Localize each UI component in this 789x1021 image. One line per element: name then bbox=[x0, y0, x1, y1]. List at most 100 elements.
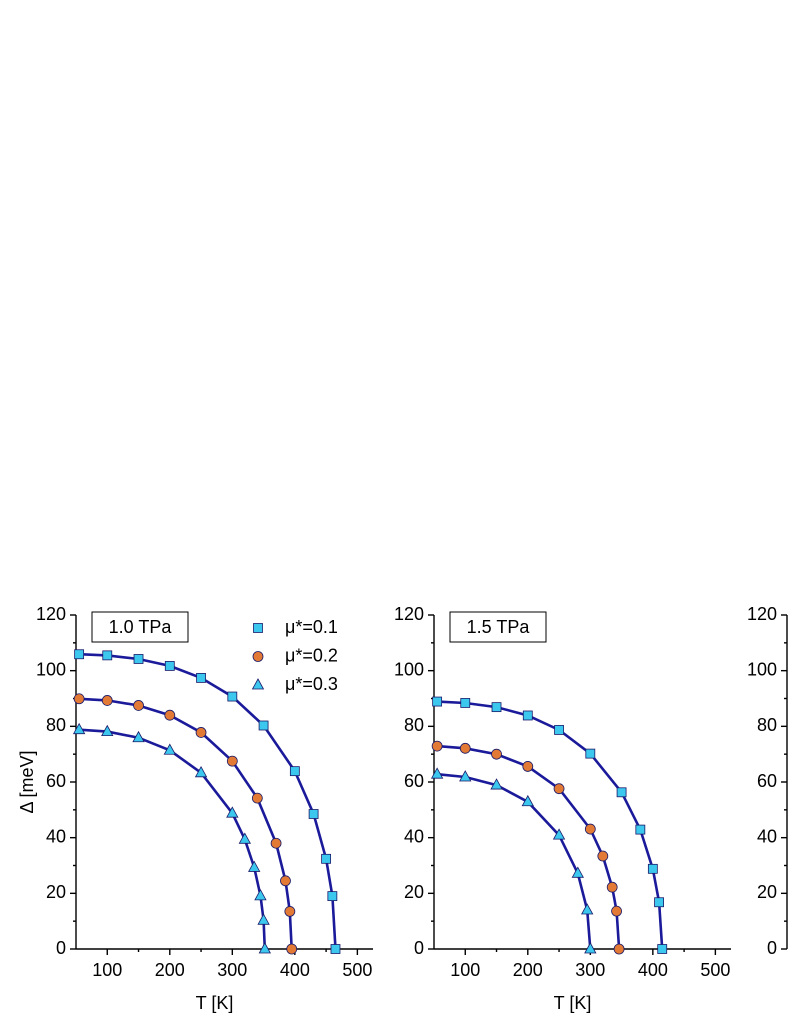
triangle-marker bbox=[226, 806, 239, 818]
annotation: 1.0 TPa bbox=[109, 617, 173, 637]
legend-label: μ*=0.3 bbox=[285, 674, 338, 694]
triangle-marker bbox=[581, 903, 594, 915]
circle-marker bbox=[73, 693, 85, 705]
square-marker bbox=[647, 863, 658, 874]
square-marker bbox=[258, 720, 269, 731]
circle-marker bbox=[195, 727, 207, 738]
legend-marker bbox=[251, 678, 265, 690]
y-tick-label: 80 bbox=[757, 715, 777, 735]
triangle-marker bbox=[257, 913, 270, 925]
legend-marker bbox=[252, 651, 264, 662]
triangle-marker bbox=[571, 866, 584, 878]
y-tick-label: 100 bbox=[36, 659, 66, 679]
circle-marker bbox=[431, 740, 443, 752]
square-marker bbox=[616, 787, 627, 798]
triangle-marker bbox=[258, 942, 272, 954]
y-tick-label: 20 bbox=[404, 882, 424, 902]
triangle-marker bbox=[72, 722, 86, 735]
circle-marker bbox=[101, 695, 113, 706]
y-tick-label: 0 bbox=[414, 938, 424, 958]
circle-marker bbox=[522, 761, 534, 772]
triangle-marker bbox=[521, 794, 534, 807]
circle-marker bbox=[606, 881, 618, 893]
annotation: 1.5 TPa bbox=[467, 617, 531, 637]
circle-marker bbox=[584, 823, 596, 835]
square-marker bbox=[432, 696, 443, 707]
circle-marker bbox=[613, 943, 625, 955]
annotation-box bbox=[449, 611, 547, 643]
y-tick-label: 0 bbox=[56, 938, 66, 958]
y-tick-label: 0 bbox=[767, 938, 777, 958]
legend-label: μ*=0.1 bbox=[285, 617, 338, 637]
fit-line bbox=[79, 697, 293, 950]
circle-marker bbox=[133, 700, 144, 711]
triangle-marker bbox=[490, 778, 503, 790]
square-marker bbox=[657, 944, 668, 954]
circle-marker bbox=[611, 905, 622, 917]
square-marker bbox=[74, 649, 85, 660]
triangle-marker bbox=[194, 765, 208, 778]
x-axis-label: T [K] bbox=[196, 993, 234, 1013]
square-marker bbox=[196, 673, 206, 683]
x-tick-label: 300 bbox=[575, 960, 605, 980]
triangle-marker bbox=[248, 860, 261, 872]
fit-line bbox=[436, 744, 621, 950]
square-marker bbox=[460, 698, 471, 708]
square-marker bbox=[327, 891, 338, 902]
x-tick-label: 400 bbox=[280, 960, 310, 980]
legend-marker bbox=[253, 623, 263, 633]
y-tick-label: 60 bbox=[46, 771, 66, 791]
y-tick-label: 120 bbox=[36, 604, 66, 624]
fit-line bbox=[79, 652, 337, 950]
circle-marker bbox=[226, 755, 238, 767]
square-marker bbox=[585, 748, 596, 759]
square-marker bbox=[321, 853, 332, 864]
square-marker bbox=[330, 944, 341, 954]
x-axis-label: T [K] bbox=[554, 993, 592, 1013]
y-tick-label: 100 bbox=[747, 659, 777, 679]
y-tick-label: 60 bbox=[404, 771, 424, 791]
x-tick-label: 200 bbox=[155, 960, 185, 980]
circle-marker bbox=[251, 792, 263, 804]
triangle-marker bbox=[459, 770, 472, 782]
annotation-box bbox=[91, 611, 189, 643]
triangle-marker bbox=[552, 828, 566, 840]
circle-marker bbox=[164, 709, 176, 721]
y-tick-label: 120 bbox=[747, 604, 777, 624]
y-tick-label: 60 bbox=[757, 771, 777, 791]
y-tick-label: 120 bbox=[394, 604, 424, 624]
x-tick-label: 500 bbox=[342, 960, 372, 980]
square-marker bbox=[102, 650, 113, 661]
y-axis-label: Δ [meV] bbox=[17, 750, 37, 813]
circle-marker bbox=[286, 943, 298, 955]
circle-marker bbox=[553, 783, 565, 795]
y-tick-label: 40 bbox=[404, 826, 424, 846]
y-tick-label: 40 bbox=[46, 826, 66, 846]
x-tick-label: 200 bbox=[513, 960, 543, 980]
square-marker bbox=[133, 654, 144, 664]
x-tick-label: 100 bbox=[92, 960, 122, 980]
triangle-marker bbox=[254, 889, 267, 901]
circle-marker bbox=[280, 875, 291, 887]
square-marker bbox=[522, 710, 533, 721]
circle-marker bbox=[284, 906, 296, 917]
triangle-marker bbox=[584, 942, 597, 954]
y-tick-label: 80 bbox=[46, 715, 66, 735]
x-tick-label: 300 bbox=[217, 960, 247, 980]
triangle-marker bbox=[430, 767, 444, 779]
y-tick-label: 40 bbox=[757, 826, 777, 846]
legend-label: μ*=0.2 bbox=[285, 645, 338, 665]
square-marker bbox=[308, 809, 319, 819]
square-marker bbox=[554, 725, 564, 735]
triangle-marker bbox=[163, 743, 176, 755]
x-tick-label: 400 bbox=[638, 960, 668, 980]
x-tick-label: 500 bbox=[700, 960, 730, 980]
y-tick-label: 20 bbox=[757, 882, 777, 902]
circle-marker bbox=[597, 850, 609, 862]
y-tick-label: 100 bbox=[394, 659, 424, 679]
circle-marker bbox=[491, 748, 502, 760]
square-marker bbox=[289, 766, 300, 777]
square-marker bbox=[635, 824, 646, 835]
square-marker bbox=[491, 702, 502, 713]
